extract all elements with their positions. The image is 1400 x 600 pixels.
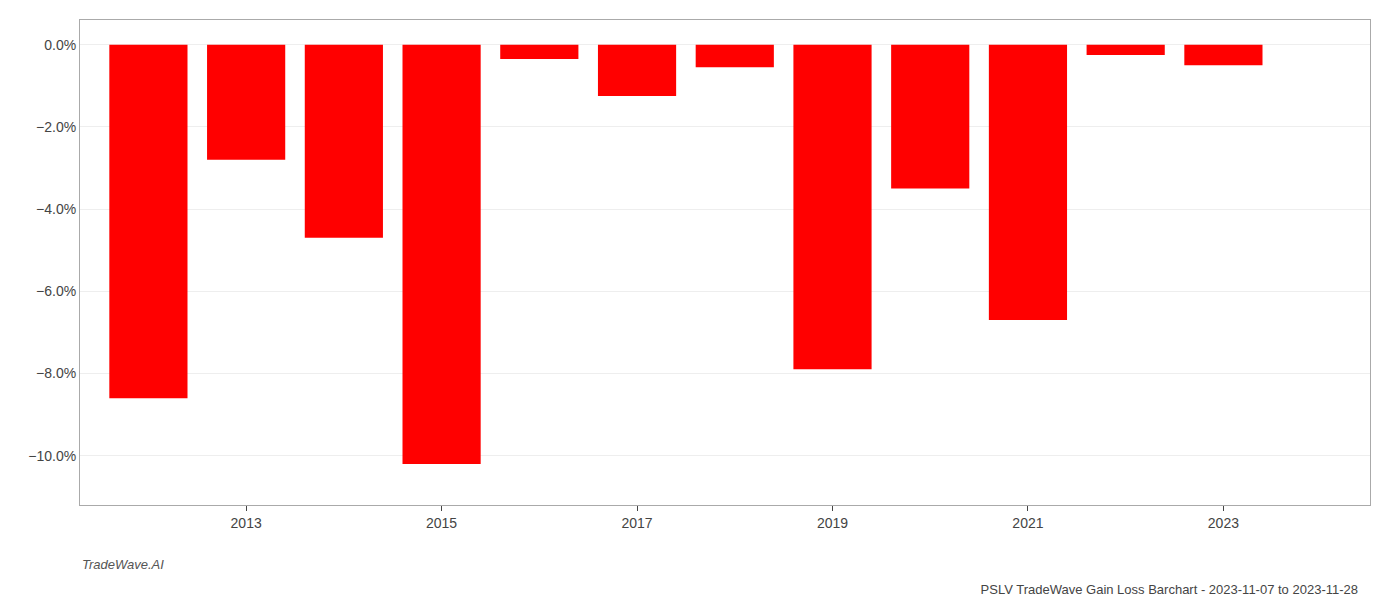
svg-text:0.0%: 0.0% — [44, 37, 76, 53]
svg-text:−2.0%: −2.0% — [36, 119, 76, 135]
svg-text:2023: 2023 — [1208, 515, 1239, 531]
svg-text:−10.0%: −10.0% — [28, 448, 76, 464]
svg-text:2021: 2021 — [1012, 515, 1043, 531]
svg-text:PSLV TradeWave Gain Loss Barch: PSLV TradeWave Gain Loss Barchart - 2023… — [981, 582, 1358, 597]
svg-text:2017: 2017 — [621, 515, 652, 531]
svg-text:−6.0%: −6.0% — [36, 283, 76, 299]
svg-text:2015: 2015 — [426, 515, 457, 531]
svg-text:−8.0%: −8.0% — [36, 365, 76, 381]
svg-text:−4.0%: −4.0% — [36, 201, 76, 217]
svg-text:2019: 2019 — [817, 515, 848, 531]
svg-text:TradeWave.AI: TradeWave.AI — [82, 557, 164, 572]
svg-text:2013: 2013 — [231, 515, 262, 531]
